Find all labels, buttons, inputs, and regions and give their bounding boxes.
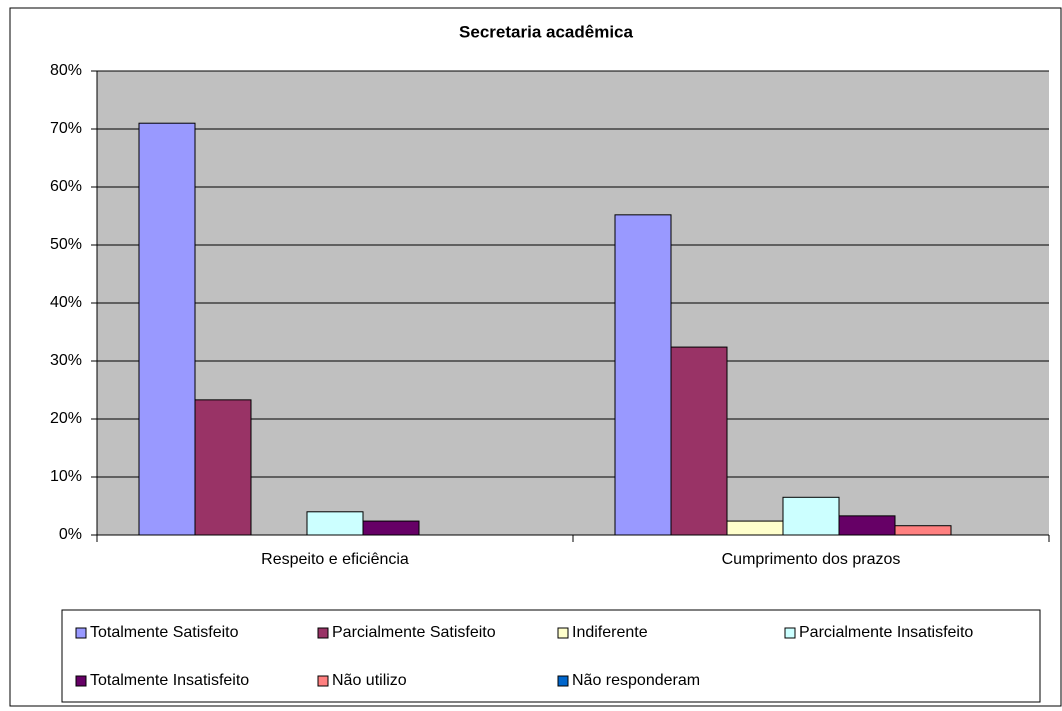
bar: [306, 511, 364, 536]
legend-swatch: [317, 627, 329, 639]
legend-label: Indiferente: [572, 624, 648, 641]
y-tick-label: 0%: [59, 526, 82, 543]
y-tick-label: 50%: [50, 236, 82, 253]
legend-label: Totalmente Insatisfeito: [90, 672, 249, 689]
bar: [670, 346, 728, 536]
legend-swatch: [75, 675, 87, 687]
legend-swatch: [557, 675, 569, 687]
legend-label: Parcialmente Satisfeito: [332, 624, 496, 641]
bar: [894, 525, 952, 536]
bar: [138, 122, 196, 536]
bar: [838, 515, 896, 536]
y-tick-label: 80%: [50, 62, 82, 79]
bar: [614, 214, 672, 536]
legend-label: Não utilizo: [332, 672, 407, 689]
y-tick-label: 60%: [50, 178, 82, 195]
legend-label: Não responderam: [572, 672, 700, 689]
legend-swatch: [317, 675, 329, 687]
bar: [362, 520, 420, 536]
legend-label: Totalmente Satisfeito: [90, 624, 239, 641]
legend-swatch: [784, 627, 796, 639]
legend-label: Parcialmente Insatisfeito: [799, 624, 973, 641]
legend-box: [61, 609, 1041, 703]
y-tick-label: 40%: [50, 294, 82, 311]
bar: [194, 399, 252, 536]
y-tick-label: 10%: [50, 468, 82, 485]
bar: [782, 496, 840, 536]
legend-swatch: [75, 627, 87, 639]
chart-title: Secretaria acadêmica: [459, 22, 633, 41]
y-tick-label: 20%: [50, 410, 82, 427]
y-tick-label: 70%: [50, 120, 82, 137]
x-tick-label: Respeito e eficiência: [261, 551, 409, 568]
legend-swatch: [557, 627, 569, 639]
y-tick-label: 30%: [50, 352, 82, 369]
x-tick-label: Cumprimento dos prazos: [722, 551, 901, 568]
bar: [726, 520, 784, 536]
